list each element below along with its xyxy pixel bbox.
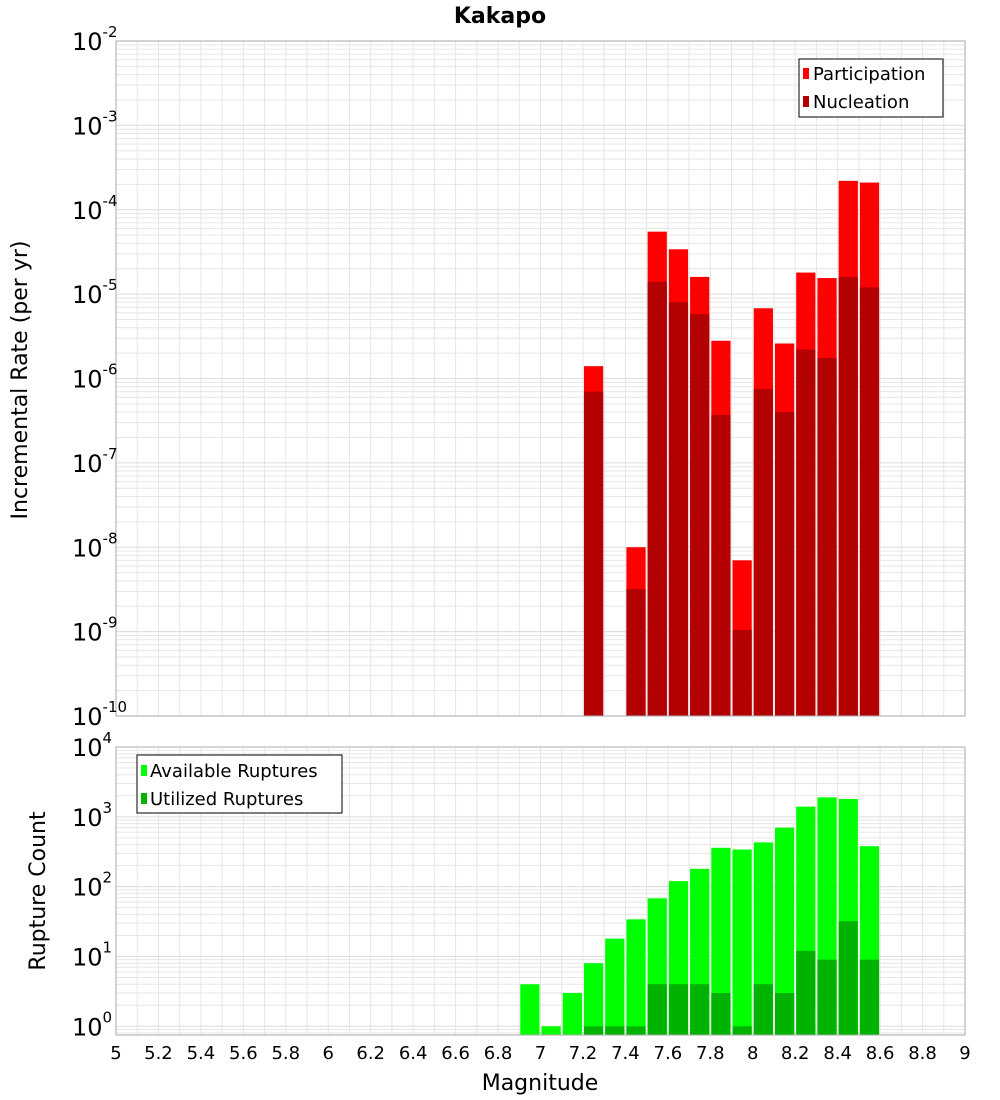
bottom-legend: Available Ruptures Utilized Ruptures bbox=[136, 754, 343, 814]
bar-utilized bbox=[838, 921, 858, 1035]
bar-nucleation bbox=[668, 302, 689, 716]
bottom-y-axis-label: Rupture Count bbox=[26, 811, 51, 971]
bar-available bbox=[711, 847, 731, 1035]
legend-label-nucleation: Nucleation bbox=[813, 92, 909, 113]
bar-utilized bbox=[605, 1026, 625, 1035]
bar-available bbox=[605, 938, 625, 1035]
x-axis-label: Magnitude bbox=[482, 1071, 599, 1096]
bottom-plot-frame bbox=[115, 746, 966, 1036]
y-tick-label: 10-2 bbox=[72, 23, 118, 56]
top-legend: Participation Nucleation bbox=[798, 58, 944, 118]
bar-utilized bbox=[859, 959, 880, 1035]
top-plot-grid bbox=[115, 41, 966, 717]
legend-swatch-utilized bbox=[141, 793, 147, 804]
x-tick-label: 7.6 bbox=[654, 1043, 683, 1064]
y-tick-label: 104 bbox=[72, 729, 112, 762]
y-tick-label: 10-5 bbox=[72, 276, 118, 309]
bar-utilized bbox=[753, 984, 773, 1035]
top-legend-box bbox=[798, 58, 944, 118]
x-tick-label: 8.6 bbox=[866, 1043, 895, 1064]
y-tick-label: 101 bbox=[72, 938, 112, 971]
bar-available bbox=[774, 827, 795, 1035]
bar-utilized bbox=[583, 1026, 604, 1035]
bar-nucleation bbox=[817, 357, 837, 716]
legend-swatch-nucleation bbox=[803, 96, 809, 107]
legend-swatch-available bbox=[141, 765, 147, 776]
top-y-tick-labels: 10-10 10-9 10-8 10-7 10-6 10-5 10-4 10-3 10-2 bbox=[72, 23, 127, 731]
x-tick-label: 7.2 bbox=[569, 1043, 598, 1064]
y-tick-label: 100 bbox=[72, 1008, 112, 1041]
bar-nucleation bbox=[583, 391, 604, 716]
bar-nucleation bbox=[796, 349, 816, 716]
bar-available bbox=[541, 1026, 561, 1035]
y-tick-label: 10-7 bbox=[72, 445, 118, 478]
bar-utilized bbox=[774, 992, 795, 1035]
bar-utilized bbox=[690, 984, 710, 1035]
x-tick-label: 8.8 bbox=[908, 1043, 937, 1064]
bar-available bbox=[562, 992, 582, 1035]
x-tick-label: 9 bbox=[959, 1043, 970, 1064]
y-tick-label: 103 bbox=[72, 799, 112, 832]
y-tick-label: 10-6 bbox=[72, 361, 118, 394]
top-plot-frame bbox=[115, 40, 966, 717]
x-tick-label: 6.2 bbox=[356, 1043, 385, 1064]
x-tick-label: 5.4 bbox=[187, 1043, 216, 1064]
legend-label-utilized: Utilized Ruptures bbox=[150, 789, 303, 810]
bar-utilized bbox=[796, 950, 816, 1035]
y-tick-label: 10-3 bbox=[72, 107, 118, 140]
y-tick-label: 102 bbox=[72, 869, 112, 902]
bar-available bbox=[583, 963, 604, 1035]
x-tick-label: 5.8 bbox=[271, 1043, 300, 1064]
bottom-legend-box bbox=[136, 754, 343, 814]
bar-nucleation bbox=[690, 314, 710, 716]
y-tick-label: 10-9 bbox=[72, 614, 118, 647]
bar-utilized bbox=[817, 959, 837, 1035]
y-tick-label: 10-10 bbox=[72, 698, 127, 731]
legend-label-participation: Participation bbox=[813, 64, 925, 85]
legend-swatch-participation bbox=[803, 68, 809, 79]
x-tick-label: 8.2 bbox=[781, 1043, 810, 1064]
bar-utilized bbox=[626, 1026, 646, 1035]
chart-title: Kakapo bbox=[454, 4, 546, 29]
bar-nucleation bbox=[859, 287, 880, 716]
bar-nucleation bbox=[647, 281, 667, 716]
top-y-axis-label: Incremental Rate (per yr) bbox=[8, 241, 33, 520]
top-plot-bars bbox=[583, 180, 880, 716]
x-tick-label: 7.4 bbox=[611, 1043, 640, 1064]
x-tick-label: 7 bbox=[535, 1043, 546, 1064]
x-tick-label: 5.2 bbox=[144, 1043, 173, 1064]
x-tick-label: 6.8 bbox=[484, 1043, 513, 1064]
y-tick-label: 10-8 bbox=[72, 529, 118, 562]
bar-available bbox=[626, 919, 646, 1035]
bar-utilized bbox=[732, 1026, 752, 1035]
x-tick-label: 6.6 bbox=[441, 1043, 470, 1064]
x-tick-label: 6.4 bbox=[399, 1043, 428, 1064]
x-tick-label: 8 bbox=[747, 1043, 758, 1064]
bottom-y-tick-labels: 100 101 102 103 104 bbox=[72, 729, 112, 1041]
legend-label-available: Available Ruptures bbox=[150, 761, 318, 782]
bar-nucleation bbox=[774, 412, 795, 716]
bar-utilized bbox=[647, 984, 667, 1035]
bar-nucleation bbox=[753, 389, 773, 716]
bar-utilized bbox=[711, 992, 731, 1035]
bar-nucleation bbox=[838, 276, 858, 716]
x-tick-label: 5.6 bbox=[229, 1043, 258, 1064]
bar-available bbox=[732, 849, 752, 1035]
x-tick-label: 8.4 bbox=[823, 1043, 852, 1064]
bar-nucleation bbox=[626, 589, 646, 716]
bar-nucleation bbox=[711, 414, 731, 716]
x-tick-label: 5 bbox=[110, 1043, 121, 1064]
bottom-plot-bars bbox=[520, 797, 880, 1035]
bar-utilized bbox=[668, 984, 689, 1035]
bar-available bbox=[520, 984, 540, 1035]
x-tick-labels: 5 5.2 5.4 5.6 5.8 6 6.2 6.4 6.6 6.8 7 7.2 7.4 7.6 7.8 8… bbox=[110, 1043, 970, 1064]
x-tick-label: 6 bbox=[323, 1043, 334, 1064]
bar-nucleation bbox=[732, 629, 752, 716]
x-tick-label: 7.8 bbox=[696, 1043, 725, 1064]
y-tick-label: 10-4 bbox=[72, 192, 118, 225]
